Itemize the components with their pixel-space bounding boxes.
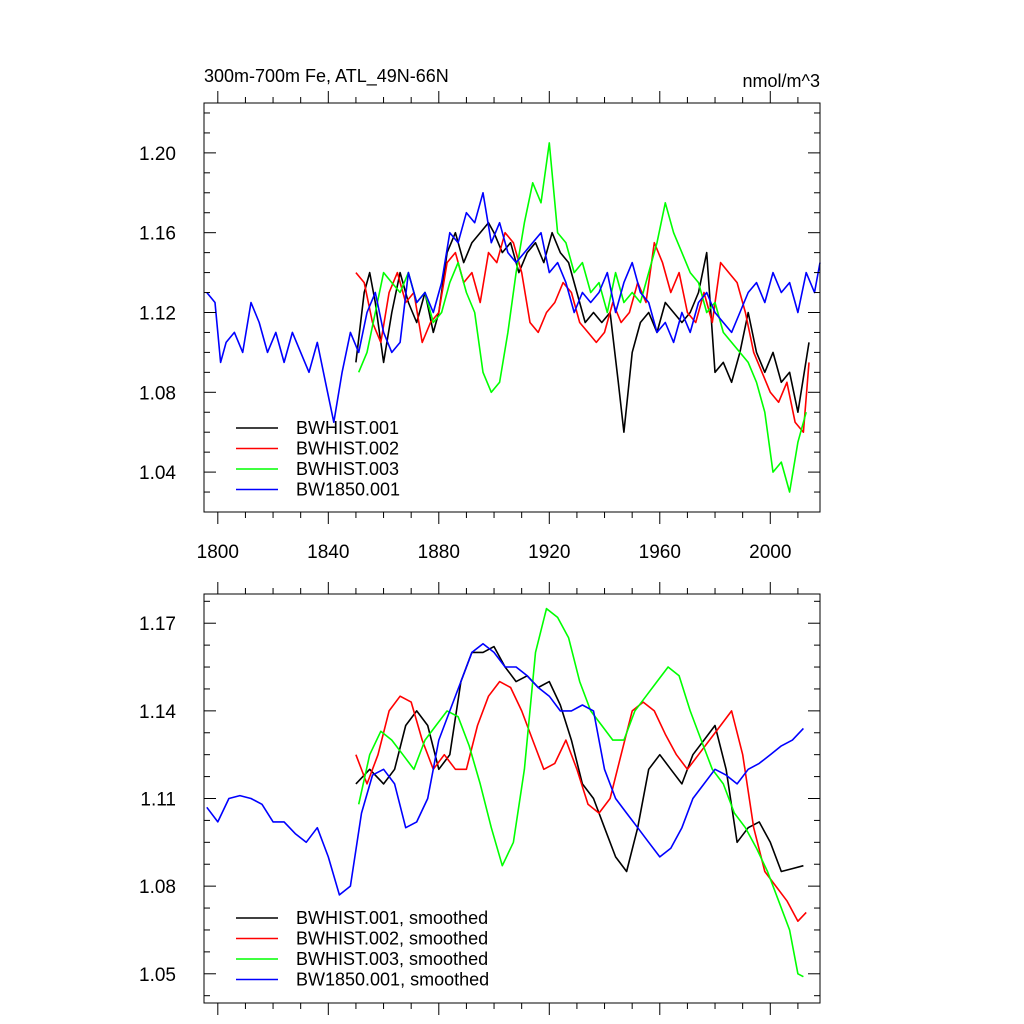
bottom-panel: 1.05 1.08 1.11 1.14 1.17 BWHIST.001, smoothe… (139, 582, 821, 1015)
top-axes: 1.04 1.08 1.12 1.16 1.20 1800 1840 1880 1920 1960… (139, 91, 821, 563)
y-tick-label: 1.08 (139, 877, 176, 898)
legend-label: BWHIST.003 (296, 459, 399, 479)
bottom-series-group (206, 607, 807, 978)
series-line-2 (357, 142, 807, 493)
legend-label: BW1850.001 (296, 480, 400, 500)
legend-label: BWHIST.001, smoothed (296, 908, 488, 928)
y-tick-label: 1.04 (139, 463, 176, 484)
units-label: nmol/m^3 (743, 71, 820, 91)
y-tick-label: 1.12 (139, 303, 176, 324)
y-tick-label: 1.11 (140, 790, 176, 811)
series-line-2 (357, 607, 804, 978)
legend-label: BWHIST.002, smoothed (296, 929, 488, 949)
top-panel: 300m-700m Fe, ATL_49N-66N nmol/m^3 1.041… (139, 66, 821, 563)
y-tick-label: 1.08 (139, 383, 176, 404)
series-line-1 (355, 680, 807, 923)
bottom-axes: 1.05 1.08 1.11 1.14 1.17 (139, 582, 821, 1015)
x-tick-label: 1920 (528, 542, 570, 563)
y-tick-label: 1.16 (139, 224, 176, 245)
series-line-1 (355, 231, 810, 434)
x-tick-label: 1840 (307, 542, 349, 563)
x-tick-label: 1880 (418, 542, 460, 563)
legend-label: BW1850.001, smoothed (296, 970, 489, 990)
y-tick-label: 1.20 (139, 144, 176, 165)
x-tick-label: 1800 (197, 542, 239, 563)
series-line-3 (206, 642, 804, 896)
series-line-3 (206, 192, 821, 424)
chart-title: 300m-700m Fe, ATL_49N-66N (204, 66, 449, 87)
series-line-0 (355, 645, 804, 873)
legend-label: BWHIST.002 (296, 439, 399, 459)
y-tick-label: 1.05 (139, 965, 176, 986)
x-tick-label: 2000 (749, 542, 791, 563)
y-tick-label: 1.17 (139, 614, 176, 635)
x-tick-label: 1960 (639, 542, 681, 563)
plot-frame (203, 102, 821, 513)
legend-label: BWHIST.001 (296, 418, 399, 438)
y-tick-label: 1.14 (139, 702, 176, 723)
legend-label: BWHIST.003, smoothed (296, 949, 488, 969)
series-line-0 (355, 221, 810, 434)
top-series-group (206, 142, 821, 493)
